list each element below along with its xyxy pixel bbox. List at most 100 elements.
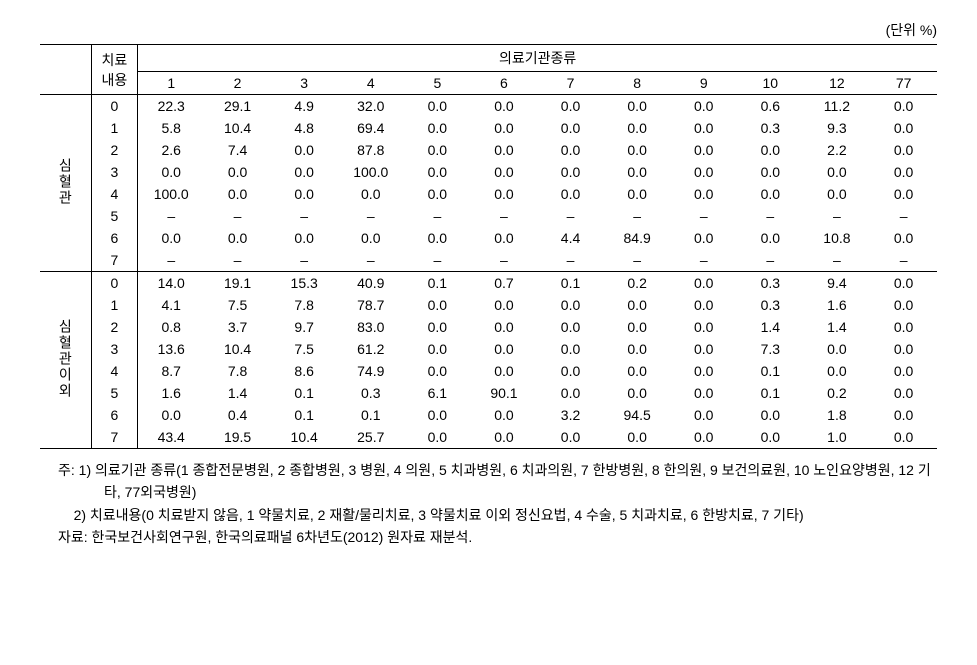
data-cell: 0.0 <box>537 95 604 118</box>
data-cell: – <box>404 205 471 227</box>
data-cell: 22.3 <box>138 95 205 118</box>
data-cell: 7.5 <box>271 338 338 360</box>
treatment-code: 1 <box>91 117 138 139</box>
data-cell: 0.0 <box>471 117 538 139</box>
data-cell: 4.4 <box>537 227 604 249</box>
data-cell: 0.0 <box>471 360 538 382</box>
data-cell: 43.4 <box>138 426 205 449</box>
data-cell: 3.7 <box>204 316 271 338</box>
data-cell: 0.0 <box>404 294 471 316</box>
group-label: 심혈관이외 <box>40 272 91 449</box>
data-cell: 0.3 <box>337 382 404 404</box>
data-cell: 19.1 <box>204 272 271 295</box>
data-cell: 0.2 <box>604 272 671 295</box>
data-cell: 0.0 <box>204 161 271 183</box>
data-cell: 0.0 <box>404 227 471 249</box>
data-cell: 0.0 <box>604 139 671 161</box>
data-cell: 100.0 <box>337 161 404 183</box>
data-cell: – <box>604 249 671 272</box>
data-cell: 0.0 <box>404 426 471 449</box>
data-cell: 0.0 <box>870 316 937 338</box>
data-cell: – <box>670 205 737 227</box>
data-cell: 84.9 <box>604 227 671 249</box>
data-cell: 1.0 <box>804 426 871 449</box>
data-cell: 3.2 <box>537 404 604 426</box>
data-cell: 25.7 <box>337 426 404 449</box>
data-cell: 0.0 <box>870 404 937 426</box>
data-cell: 4.1 <box>138 294 205 316</box>
data-cell: 0.0 <box>670 272 737 295</box>
data-cell: 100.0 <box>138 183 205 205</box>
data-cell: 0.0 <box>138 227 205 249</box>
data-cell: 0.1 <box>404 272 471 295</box>
data-cell: 0.0 <box>204 183 271 205</box>
treatment-code: 2 <box>91 316 138 338</box>
data-cell: 6.1 <box>404 382 471 404</box>
data-cell: 0.3 <box>737 117 804 139</box>
data-cell: 32.0 <box>337 95 404 118</box>
data-cell: – <box>138 249 205 272</box>
data-cell: 4.9 <box>271 95 338 118</box>
data-cell: 0.0 <box>670 382 737 404</box>
treatment-code: 3 <box>91 338 138 360</box>
data-cell: 0.0 <box>537 382 604 404</box>
data-cell: 0.0 <box>670 117 737 139</box>
data-cell: 0.0 <box>870 117 937 139</box>
data-cell: 0.0 <box>537 426 604 449</box>
data-cell: 0.0 <box>404 404 471 426</box>
header-col: 10 <box>737 72 804 95</box>
data-cell: 0.0 <box>471 316 538 338</box>
data-cell: 0.0 <box>670 139 737 161</box>
data-cell: 0.0 <box>537 183 604 205</box>
treatment-code: 2 <box>91 139 138 161</box>
header-col: 5 <box>404 72 471 95</box>
data-cell: 0.0 <box>804 338 871 360</box>
data-cell: 0.0 <box>604 360 671 382</box>
data-cell: 0.8 <box>138 316 205 338</box>
data-cell: – <box>337 249 404 272</box>
data-cell: 13.6 <box>138 338 205 360</box>
data-cell: – <box>204 249 271 272</box>
data-cell: – <box>737 249 804 272</box>
data-cell: 0.0 <box>870 272 937 295</box>
data-cell: – <box>204 205 271 227</box>
data-cell: 19.5 <box>204 426 271 449</box>
data-cell: 0.0 <box>670 426 737 449</box>
data-cell: 0.6 <box>737 95 804 118</box>
data-cell: – <box>804 205 871 227</box>
data-cell: 0.0 <box>670 227 737 249</box>
data-cell: – <box>404 249 471 272</box>
source-text: 한국보건사회연구원, 한국의료패널 6차년도(2012) 원자료 재분석. <box>92 529 473 545</box>
data-cell: 0.0 <box>870 227 937 249</box>
treatment-code: 5 <box>91 205 138 227</box>
data-cell: 87.8 <box>337 139 404 161</box>
data-cell: 0.1 <box>737 382 804 404</box>
data-cell: 0.0 <box>870 294 937 316</box>
header-treatment: 치료 내용 <box>91 45 138 95</box>
data-cell: – <box>804 249 871 272</box>
header-col: 6 <box>471 72 538 95</box>
data-cell: – <box>337 205 404 227</box>
note-1-prefix: 주: 1) <box>58 462 95 478</box>
data-cell: 0.1 <box>737 360 804 382</box>
header-col: 8 <box>604 72 671 95</box>
header-col: 12 <box>804 72 871 95</box>
data-cell: 0.0 <box>471 294 538 316</box>
data-cell: – <box>537 205 604 227</box>
data-cell: – <box>271 249 338 272</box>
data-cell: 0.3 <box>737 294 804 316</box>
data-cell: 0.0 <box>537 316 604 338</box>
treatment-code: 4 <box>91 183 138 205</box>
data-cell: 0.0 <box>604 426 671 449</box>
data-cell: 74.9 <box>337 360 404 382</box>
data-cell: 0.0 <box>870 338 937 360</box>
data-cell: 1.6 <box>138 382 205 404</box>
data-cell: 14.0 <box>138 272 205 295</box>
source: 자료: 한국보건사회연구원, 한국의료패널 6차년도(2012) 원자료 재분석… <box>58 526 937 548</box>
data-cell: 9.4 <box>804 272 871 295</box>
data-cell: 1.4 <box>737 316 804 338</box>
data-cell: 5.8 <box>138 117 205 139</box>
treatment-code: 7 <box>91 426 138 449</box>
header-facility-types: 의료기관종류 <box>138 45 937 72</box>
data-cell: 0.0 <box>670 360 737 382</box>
